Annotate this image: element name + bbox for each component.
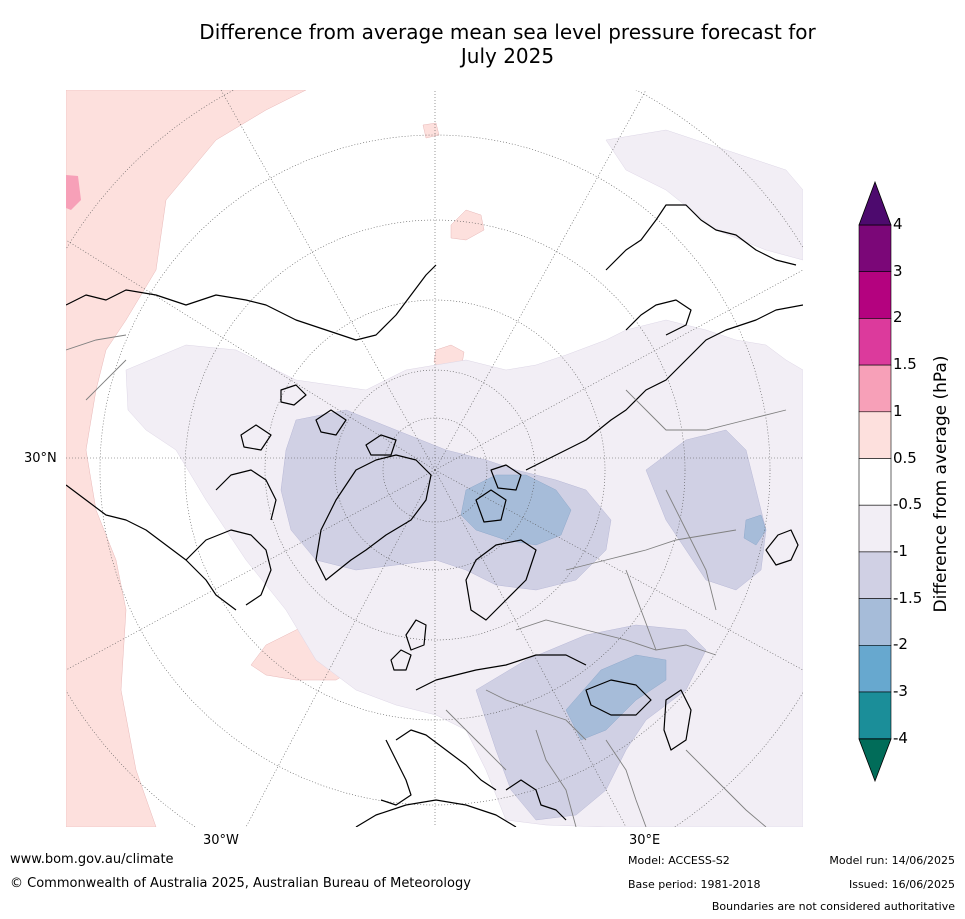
colorbar-bin bbox=[858, 458, 892, 506]
anomaly-negative-weak-north bbox=[605, 129, 803, 261]
colorbar-tick-label: 4 bbox=[893, 215, 903, 233]
title-line-2: July 2025 bbox=[460, 44, 555, 68]
colorbar-bin bbox=[858, 318, 892, 366]
colorbar-bin bbox=[858, 598, 892, 646]
map-title: Difference from average mean sea level p… bbox=[60, 20, 955, 68]
colorbar-bins bbox=[858, 224, 892, 740]
graticule bbox=[66, 90, 803, 827]
colorbar bbox=[858, 180, 892, 783]
colorbar-bin bbox=[858, 271, 892, 319]
colorbar-bin bbox=[858, 551, 892, 599]
colorbar-tick-label: -1.5 bbox=[893, 588, 923, 607]
pressure-anomaly-map bbox=[66, 90, 803, 827]
colorbar-bin bbox=[858, 691, 892, 740]
colorbar-tick-label: 1.5 bbox=[893, 355, 917, 374]
title-line-1: Difference from average mean sea level p… bbox=[199, 20, 816, 44]
anomaly-negative-strong bbox=[460, 474, 572, 546]
footer-url[interactable]: www.bom.gov.au/climate bbox=[10, 852, 174, 867]
colorbar-under-arrow bbox=[858, 738, 892, 783]
colorbar-tick-label: -2 bbox=[893, 635, 908, 654]
country-borders bbox=[66, 334, 787, 827]
footer-copyright: © Commonwealth of Australia 2025, Austra… bbox=[10, 876, 471, 891]
footer-base-period: Base period: 1981-2018 bbox=[628, 878, 761, 891]
footer-model: Model: ACCESS-S2 bbox=[628, 854, 730, 867]
anomaly-negative-moderate-east bbox=[645, 429, 767, 591]
footer-issued: Issued: 16/06/2025 bbox=[848, 878, 955, 891]
anomaly-positive-small-1 bbox=[66, 175, 81, 210]
colorbar-tick-label: 1 bbox=[893, 401, 903, 420]
colorbar-over-arrow bbox=[858, 180, 892, 226]
colorbar-bin bbox=[858, 644, 892, 693]
lon-label-30w: 30°W bbox=[203, 833, 239, 848]
colorbar-tick-label: -3 bbox=[893, 682, 908, 700]
colorbar-title: Difference from average (hPa) bbox=[931, 355, 951, 613]
colorbar-tick-label: 3 bbox=[893, 261, 903, 280]
colorbar-bin bbox=[858, 224, 892, 273]
colorbar-tick-label: -0.5 bbox=[893, 495, 923, 514]
colorbar-bin bbox=[858, 364, 892, 413]
colorbar-tick-label: 0.5 bbox=[893, 448, 917, 467]
footer-model-run: Model run: 14/06/2025 bbox=[829, 854, 955, 867]
anomaly-positive-arctic-3 bbox=[422, 122, 440, 139]
colorbar-tick-label: -1 bbox=[893, 541, 908, 560]
colorbar-bin bbox=[858, 411, 892, 459]
footer-disclaimer: Boundaries are not considered authoritat… bbox=[711, 900, 955, 913]
anomaly-positive-arctic-1 bbox=[450, 209, 485, 241]
colorbar-bin bbox=[858, 504, 892, 553]
lon-label-30e: 30°E bbox=[629, 833, 661, 848]
colorbar-tick-label: 2 bbox=[893, 308, 903, 327]
colorbar-tick-label: -4 bbox=[893, 728, 908, 747]
lat-label-30n: 30°N bbox=[24, 451, 57, 466]
anomaly-negative-strong-east bbox=[743, 514, 767, 546]
coastlines bbox=[66, 204, 803, 827]
anomaly-positive-west bbox=[66, 90, 307, 827]
anomaly-negative-strong-south bbox=[565, 654, 667, 741]
